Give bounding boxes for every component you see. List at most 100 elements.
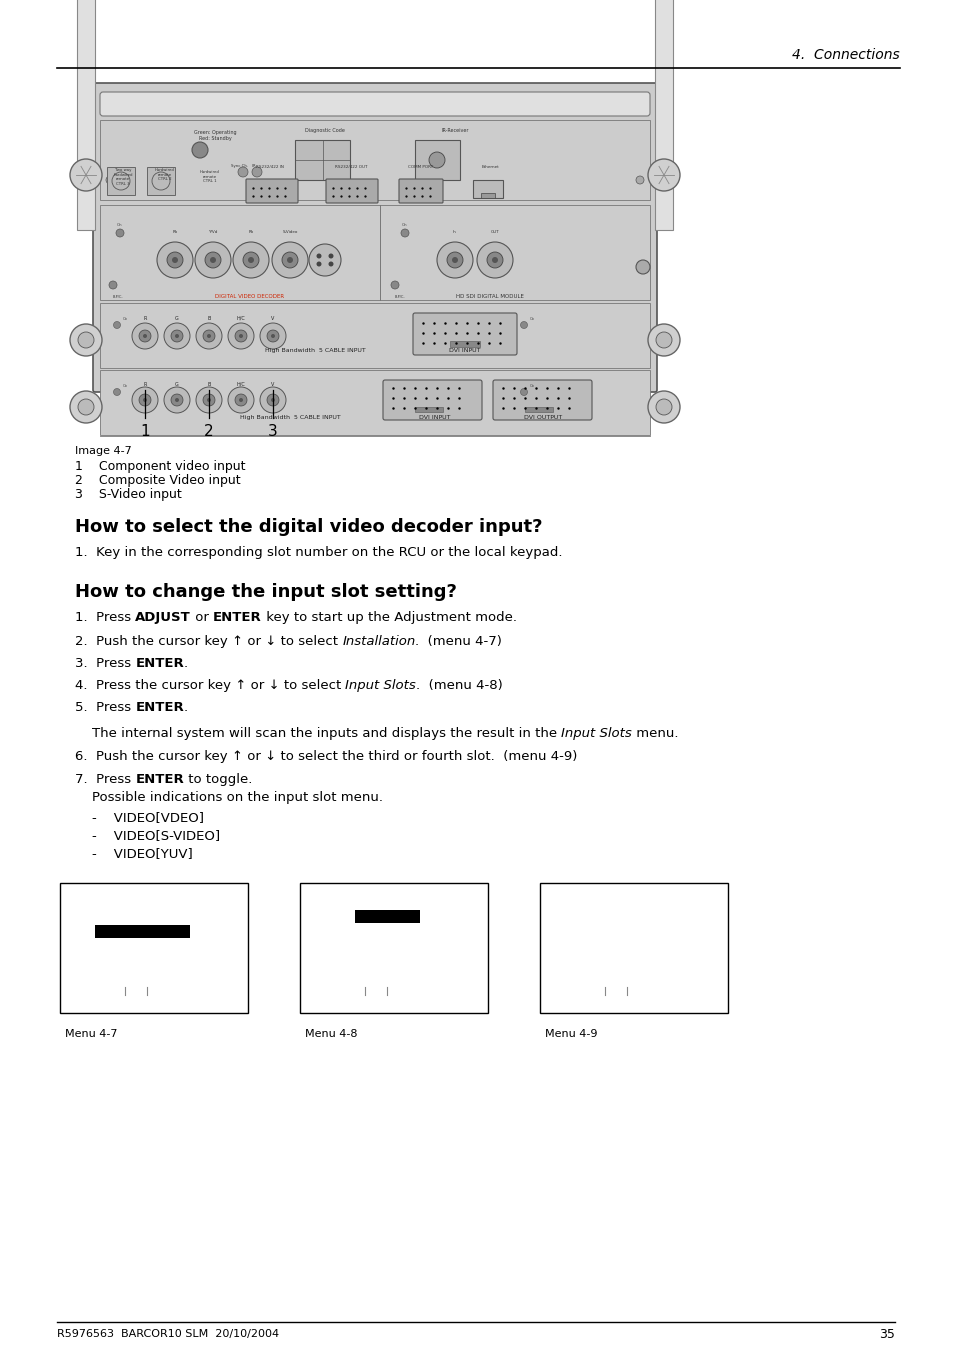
Circle shape (328, 254, 334, 258)
Text: Image 4-7: Image 4-7 (75, 446, 132, 457)
Text: High Bandwidth  5 CABLE INPUT: High Bandwidth 5 CABLE INPUT (264, 349, 365, 353)
Text: DVI INPUT: DVI INPUT (449, 349, 480, 353)
Text: B: B (207, 382, 211, 386)
Circle shape (139, 394, 151, 407)
Text: key to start up the Adjustment mode.: key to start up the Adjustment mode. (262, 611, 517, 624)
FancyBboxPatch shape (92, 82, 657, 392)
FancyBboxPatch shape (413, 313, 517, 355)
Circle shape (234, 394, 247, 407)
Text: RS232/422 OUT: RS232/422 OUT (335, 165, 367, 169)
Text: DIGITAL VIDEO DECODER: DIGITAL VIDEO DECODER (215, 295, 284, 299)
Circle shape (164, 323, 190, 349)
FancyBboxPatch shape (100, 92, 649, 116)
Text: 7.  Press: 7. Press (75, 773, 135, 786)
FancyBboxPatch shape (493, 380, 592, 420)
Text: Diagnostic Code: Diagnostic Code (305, 128, 345, 132)
Circle shape (157, 242, 193, 278)
Circle shape (70, 390, 102, 423)
Text: How to change the input slot setting?: How to change the input slot setting? (75, 584, 456, 601)
Text: RS232/422 IN: RS232/422 IN (255, 165, 284, 169)
Circle shape (243, 253, 258, 267)
Text: Ethernet: Ethernet (481, 165, 499, 169)
Circle shape (143, 399, 147, 403)
Bar (100, 120, 649, 200)
Circle shape (636, 259, 649, 274)
Text: .  (menu 4-7): . (menu 4-7) (416, 635, 502, 648)
Circle shape (260, 323, 286, 349)
Circle shape (228, 323, 253, 349)
Circle shape (328, 262, 334, 266)
Text: 1    Component video input: 1 Component video input (75, 459, 245, 473)
Text: How to select the digital video decoder input?: How to select the digital video decoder … (75, 517, 542, 536)
FancyBboxPatch shape (246, 178, 297, 203)
Text: DVI INPUT: DVI INPUT (418, 415, 450, 420)
Text: 1: 1 (140, 424, 150, 439)
Text: B: B (207, 316, 211, 322)
Text: V: V (271, 316, 274, 322)
Text: 2.  Push the cursor key ↑ or ↓ to select: 2. Push the cursor key ↑ or ↓ to select (75, 635, 342, 648)
Circle shape (132, 386, 158, 413)
Text: The internal system will scan the inputs and displays the result in the: The internal system will scan the inputs… (75, 727, 560, 740)
Bar (473, 180, 502, 199)
Circle shape (492, 257, 497, 263)
Text: ENTER: ENTER (135, 773, 184, 786)
Circle shape (70, 159, 102, 190)
Text: Menu 4-7: Menu 4-7 (65, 1029, 117, 1039)
Bar (655, 0, 672, 230)
Text: 3    S-Video input: 3 S-Video input (75, 488, 182, 501)
Text: 2: 2 (204, 424, 213, 439)
Text: 4.  Press the cursor key ↑ or ↓ to select: 4. Press the cursor key ↑ or ↓ to select (75, 680, 345, 692)
Circle shape (195, 323, 222, 349)
Text: 1.  Press: 1. Press (75, 611, 135, 624)
Text: 35: 35 (879, 1328, 894, 1340)
Circle shape (113, 389, 120, 396)
FancyBboxPatch shape (326, 178, 377, 203)
Text: ENTER: ENTER (135, 701, 184, 713)
Text: 2    Composite Video input: 2 Composite Video input (75, 474, 240, 486)
Bar (299, 884, 488, 1013)
Circle shape (520, 389, 527, 396)
Circle shape (656, 399, 671, 415)
Circle shape (78, 332, 94, 349)
Text: to toggle.: to toggle. (184, 773, 253, 786)
Text: -    VIDEO[S-VIDEO]: - VIDEO[S-VIDEO] (75, 830, 220, 842)
Text: Menu 4-8: Menu 4-8 (305, 1029, 357, 1039)
Text: 4.  Connections: 4. Connections (791, 49, 899, 62)
Circle shape (106, 176, 113, 184)
Circle shape (70, 324, 102, 357)
Circle shape (207, 334, 211, 338)
Circle shape (210, 257, 215, 263)
Text: R: R (143, 316, 147, 322)
Circle shape (113, 322, 120, 328)
Text: Menu 4-9: Menu 4-9 (544, 1029, 597, 1039)
Text: Hardwired
remote
CTRL 1: Hardwired remote CTRL 1 (200, 170, 220, 184)
Circle shape (452, 257, 457, 263)
Circle shape (174, 334, 179, 338)
Text: H/C: H/C (236, 382, 245, 386)
Circle shape (203, 330, 214, 342)
Text: IR-Receiver: IR-Receiver (441, 128, 468, 132)
Circle shape (248, 257, 253, 263)
Bar (100, 205, 649, 300)
Bar (95, 925, 190, 938)
Text: In: In (453, 230, 456, 234)
Text: 1.  Key in the corresponding slot number on the RCU or the local keypad.: 1. Key in the corresponding slot number … (75, 546, 562, 559)
Bar (107, 168, 135, 195)
Circle shape (429, 153, 444, 168)
Circle shape (271, 334, 274, 338)
Circle shape (252, 168, 262, 177)
Text: On: On (402, 223, 407, 227)
Circle shape (203, 394, 214, 407)
Circle shape (272, 242, 308, 278)
Text: Hardwired
remote
CTRL 2: Hardwired remote CTRL 2 (155, 168, 174, 181)
Circle shape (207, 399, 211, 403)
Circle shape (239, 334, 243, 338)
FancyBboxPatch shape (398, 178, 442, 203)
Circle shape (116, 230, 124, 236)
Text: H/C: H/C (236, 316, 245, 322)
Text: Possible indications on the input slot menu.: Possible indications on the input slot m… (75, 790, 382, 804)
Text: R5976563  BARCOR10 SLM  20/10/2004: R5976563 BARCOR10 SLM 20/10/2004 (57, 1329, 279, 1339)
Bar (100, 370, 649, 435)
Circle shape (172, 257, 178, 263)
Text: G: G (175, 382, 178, 386)
